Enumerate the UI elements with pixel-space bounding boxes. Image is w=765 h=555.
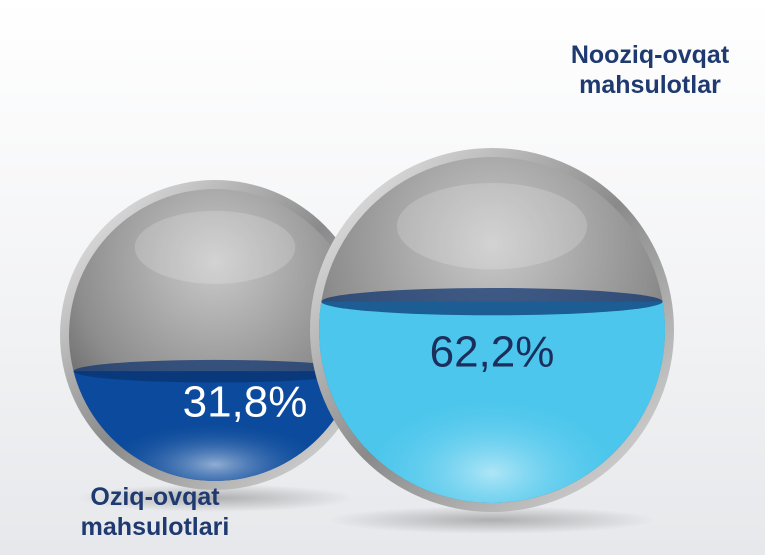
category-label: Oziq-ovqat mahsulotlari: [80, 483, 230, 541]
liquid-surface: [321, 287, 663, 316]
shadow: [75, 484, 355, 512]
highlight: [396, 182, 588, 270]
value-label: 31,8%: [183, 378, 308, 427]
value-label: 62,2%: [430, 328, 555, 377]
shadow: [328, 506, 656, 534]
highlight: [134, 210, 296, 284]
category-label: Nooziq-ovqat mahsulotlar: [570, 41, 730, 99]
liquid-surface: [73, 359, 357, 383]
liquid: [319, 287, 665, 503]
